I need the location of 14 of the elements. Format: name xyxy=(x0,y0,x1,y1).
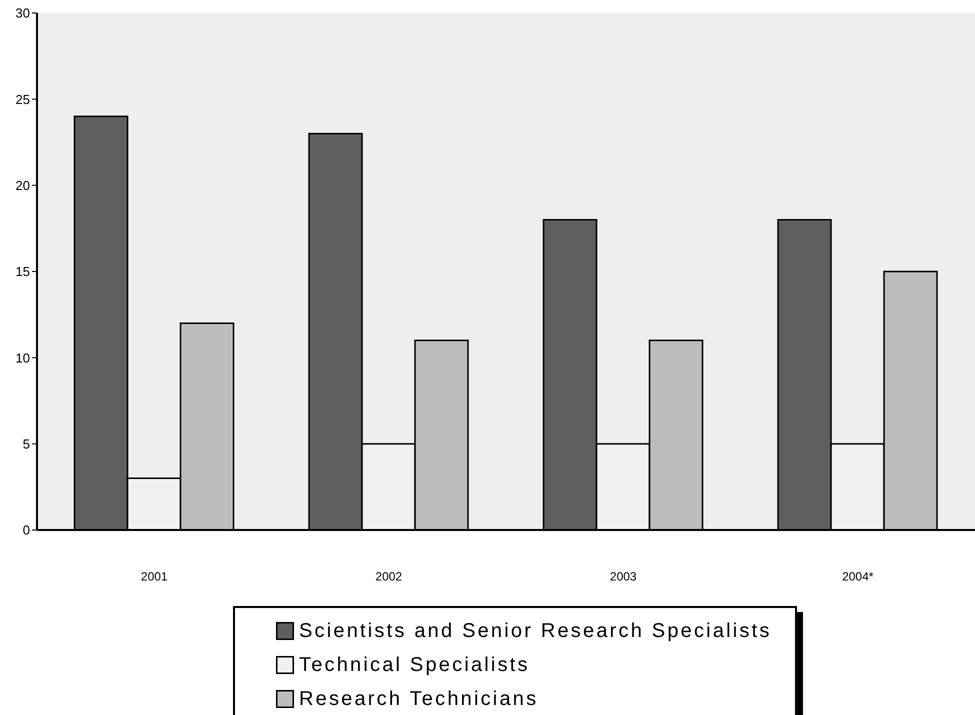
legend-label: Scientists and Senior Research Specialists xyxy=(299,620,772,642)
x-tick-label: 2004* xyxy=(842,570,874,584)
y-tick-label: 25 xyxy=(16,92,30,107)
legend-label: Technical Specialists xyxy=(299,654,530,676)
y-tick-label: 5 xyxy=(22,436,30,452)
y-tick-label: 30 xyxy=(16,6,30,21)
y-tick-label: 15 xyxy=(16,264,30,280)
y-tick-label: 20 xyxy=(16,178,30,193)
x-tick-label: 2002 xyxy=(375,570,402,584)
x-tick-label: 2003 xyxy=(610,570,637,584)
y-tick-label: 0 xyxy=(22,522,30,538)
legend-label: Research Technicians xyxy=(299,688,538,710)
y-tick-label: 10 xyxy=(16,350,30,366)
x-tick-label: 2001 xyxy=(140,570,168,584)
